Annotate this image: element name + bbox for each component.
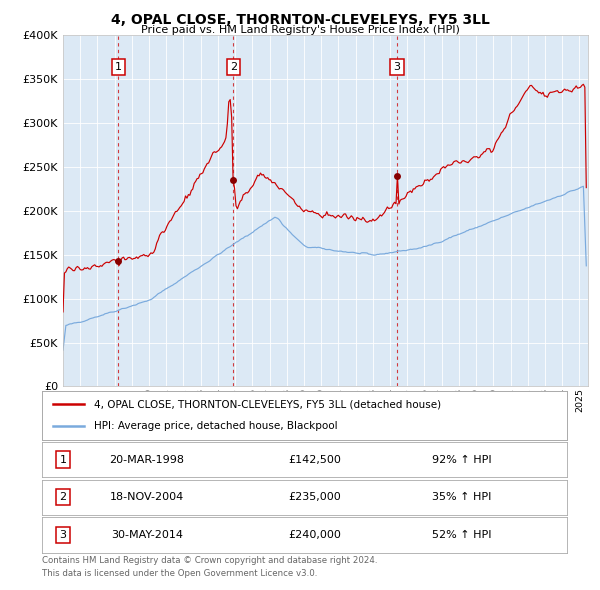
Text: 2: 2 xyxy=(230,62,237,72)
Text: 20-MAR-1998: 20-MAR-1998 xyxy=(110,455,185,464)
Text: 4, OPAL CLOSE, THORNTON-CLEVELEYS, FY5 3LL (detached house): 4, OPAL CLOSE, THORNTON-CLEVELEYS, FY5 3… xyxy=(95,399,442,409)
Text: 92% ↑ HPI: 92% ↑ HPI xyxy=(432,455,492,464)
Text: 3: 3 xyxy=(394,62,401,72)
Text: £235,000: £235,000 xyxy=(289,493,341,502)
Text: HPI: Average price, detached house, Blackpool: HPI: Average price, detached house, Blac… xyxy=(95,421,338,431)
Text: 4, OPAL CLOSE, THORNTON-CLEVELEYS, FY5 3LL: 4, OPAL CLOSE, THORNTON-CLEVELEYS, FY5 3… xyxy=(110,13,490,27)
Text: 1: 1 xyxy=(115,62,122,72)
Text: 52% ↑ HPI: 52% ↑ HPI xyxy=(432,530,492,540)
Text: £240,000: £240,000 xyxy=(289,530,341,540)
Text: £142,500: £142,500 xyxy=(289,455,341,464)
Text: This data is licensed under the Open Government Licence v3.0.: This data is licensed under the Open Gov… xyxy=(42,569,317,578)
Text: Contains HM Land Registry data © Crown copyright and database right 2024.: Contains HM Land Registry data © Crown c… xyxy=(42,556,377,565)
Text: 2: 2 xyxy=(59,493,67,502)
Text: 30-MAY-2014: 30-MAY-2014 xyxy=(111,530,183,540)
Text: 35% ↑ HPI: 35% ↑ HPI xyxy=(433,493,491,502)
Text: Price paid vs. HM Land Registry's House Price Index (HPI): Price paid vs. HM Land Registry's House … xyxy=(140,25,460,35)
Text: 1: 1 xyxy=(59,455,67,464)
Text: 18-NOV-2004: 18-NOV-2004 xyxy=(110,493,184,502)
Text: 3: 3 xyxy=(59,530,67,540)
